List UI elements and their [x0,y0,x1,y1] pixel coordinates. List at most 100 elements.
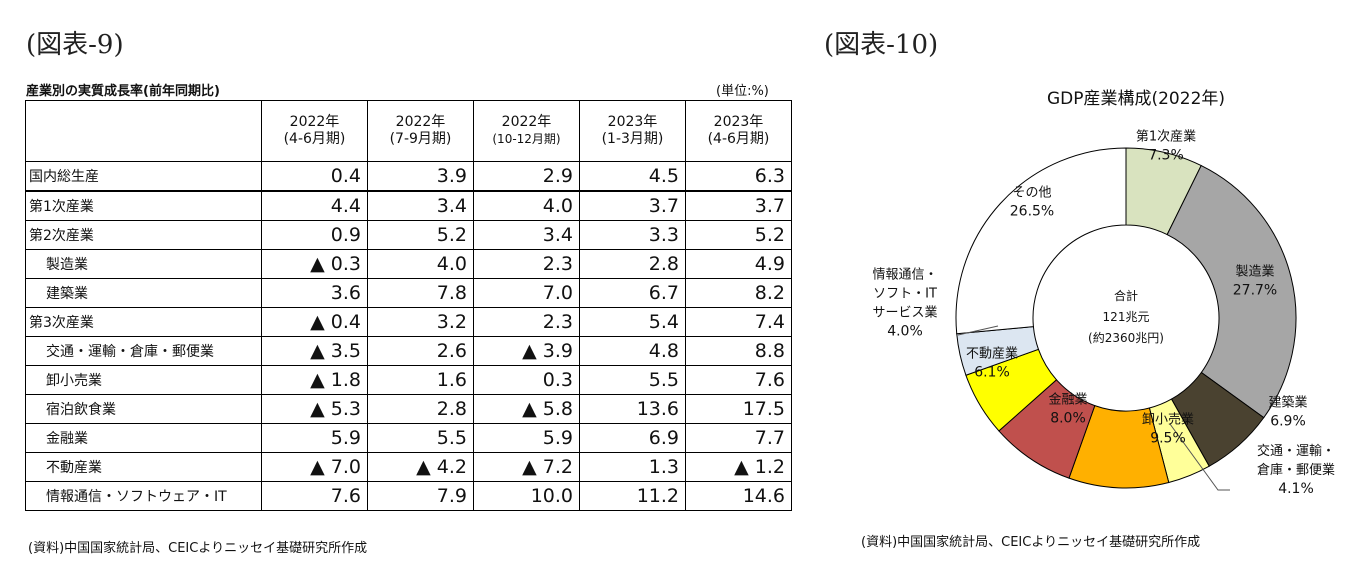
row-label: 製造業 [25,249,262,279]
table-cell: 2.9 [473,161,580,192]
header-corner-cell [25,100,262,162]
table-cell: 5.2 [367,220,474,250]
table-cell: ▲ 0.3 [261,249,368,279]
center-label-yen: (約2360兆円) [1088,330,1164,345]
row-label: 第3次産業 [25,307,262,337]
table-cell: 2.8 [367,394,474,424]
table-cell: 14.6 [685,481,792,511]
table-cell: 6.7 [579,278,686,308]
column-header-period: (4-6月期) [707,131,770,147]
slice-label: 製造業 [1235,264,1274,280]
table-cell: 7.8 [367,278,474,308]
table-cell: ▲ 1.2 [685,452,792,482]
table-cell: 8.8 [685,336,792,366]
table-cell: ▲ 5.3 [261,394,368,424]
table-cell: 3.7 [579,190,686,221]
table-cell: 5.5 [367,423,474,453]
table-cell: ▲ 7.2 [473,452,580,482]
table-cell: 5.5 [579,365,686,395]
pie-slice [955,147,1127,335]
column-header-year: 2023年 [607,114,658,130]
table-row: 卸小売業 ▲ 1.8 1.6 0.3 5.5 7.6 [25,365,792,395]
table-row: 金融業 5.9 5.5 5.9 6.9 7.7 [25,423,792,453]
slice-value-label: 6.9% [1270,414,1306,430]
slice-value-label: 4.1% [1278,481,1314,497]
table-cell: 4.0 [367,249,474,279]
slice-label: 卸小売業 [1142,412,1194,428]
slice-label: 不動産業 [966,346,1018,362]
table-cell: 6.9 [579,423,686,453]
column-header: 2023年 (1-3月期) [579,100,686,162]
table-cell: 3.9 [367,161,474,192]
table-cell: 5.2 [685,220,792,250]
table-cell: 7.6 [261,481,368,511]
leader-line [957,325,999,336]
column-header-year: 2022年 [501,114,552,130]
slice-value-label: 9.5% [1150,431,1186,447]
slice-label: ソフト・IT [873,287,937,302]
gdp-composition-donut-chart: GDP産業構成(2022年) 第1次産業 7.3% 製造業 27.7% 建築業 6.9% 交… [872,89,1335,497]
table-cell: ▲ 7.0 [261,452,368,482]
table-cell: 7.4 [685,307,792,337]
slice-value-label: 27.7% [1233,283,1277,299]
table-body: 国内総生産 0.4 3.9 2.9 4.5 6.3 第1次産業 4.4 3.4 4.0 3.7 3.7… [25,161,792,511]
table-cell: 3.7 [685,190,792,221]
slice-value-label: 8.0% [1050,411,1086,427]
table-cell: ▲ 4.2 [367,452,474,482]
column-header-period: (1-3月期) [601,131,664,147]
row-label: 不動産業 [25,452,262,482]
table-row: 第2次産業 0.9 5.2 3.4 3.3 5.2 [25,220,792,250]
table-row: 国内総生産 0.4 3.9 2.9 4.5 6.3 [25,161,792,192]
table-header-row: 2022年 (4-6月期) 2022年 (7-9月期) 2022年 (10-12月期)… [25,100,792,162]
table-row: 情報通信・ソフトウェア・IT 7.6 7.9 10.0 11.2 14.6 [25,481,792,511]
table-cell: 1.6 [367,365,474,395]
table-row: 不動産業 ▲ 7.0 ▲ 4.2 ▲ 7.2 1.3 ▲ 1.2 [25,452,792,482]
slice-label: 倉庫・郵便業 [1257,462,1335,478]
table-row: 第3次産業 ▲ 0.4 3.2 2.3 5.4 7.4 [25,307,792,337]
table-cell: 3.4 [473,220,580,250]
table-cell: 2.3 [473,249,580,279]
table-source-note: (資料)中国国家統計局、CEICよりニッセイ基礎研究所作成 [28,541,368,556]
column-header-period: (10-12月期) [492,132,561,146]
pie-center-label: 合計 121兆元 (約2360兆円) [1088,288,1164,345]
row-label: 卸小売業 [25,365,262,395]
table-cell: ▲ 3.5 [261,336,368,366]
table-cell: 5.9 [473,423,580,453]
table-cell: 5.4 [579,307,686,337]
column-header: 2022年 (4-6月期) [261,100,368,162]
table-cell: 11.2 [579,481,686,511]
column-header-year: 2022年 [395,114,446,130]
slice-label: その他 [1012,186,1051,201]
row-label: 第2次産業 [25,220,262,250]
table-cell: 3.2 [367,307,474,337]
table-cell: 4.0 [473,190,580,221]
table-row: 宿泊飲食業 ▲ 5.3 2.8 ▲ 5.8 13.6 17.5 [25,394,792,424]
table-caption: 産業別の実質成長率(前年同期比) [26,84,220,99]
table-cell: ▲ 0.4 [261,307,368,337]
pie-source-note: (資料)中国国家統計局、CEICよりニッセイ基礎研究所作成 [861,535,1201,550]
row-label: 宿泊飲食業 [25,394,262,424]
table-cell: 2.3 [473,307,580,337]
column-header-year: 2023年 [713,114,764,130]
table-cell: 10.0 [473,481,580,511]
center-label-amount: 121兆元 [1103,310,1150,324]
table-cell: ▲ 5.8 [473,394,580,424]
table-unit: (単位:%) [716,84,769,99]
pie-slice [1166,164,1297,419]
growth-rate-table: 2022年 (4-6月期) 2022年 (7-9月期) 2022年 (10-12月期)… [25,100,792,511]
pie-chart-title: GDP産業構成(2022年) [1047,89,1225,109]
column-header-period: (7-9月期) [389,131,452,147]
table-cell: 8.2 [685,278,792,308]
table-cell: 2.6 [367,336,474,366]
figure-10-label: (図表-10) [824,30,939,60]
column-header: 2022年 (7-9月期) [367,100,474,162]
table-cell: 17.5 [685,394,792,424]
row-label: 第1次産業 [25,190,262,221]
pie-slices [955,147,1297,489]
table-cell: ▲ 3.9 [473,336,580,366]
table-cell: 7.0 [473,278,580,308]
table-cell: 5.9 [261,423,368,453]
table-cell: 6.3 [685,161,792,192]
slice-label: 交通・運輸・ [1257,443,1335,459]
table-cell: 3.3 [579,220,686,250]
